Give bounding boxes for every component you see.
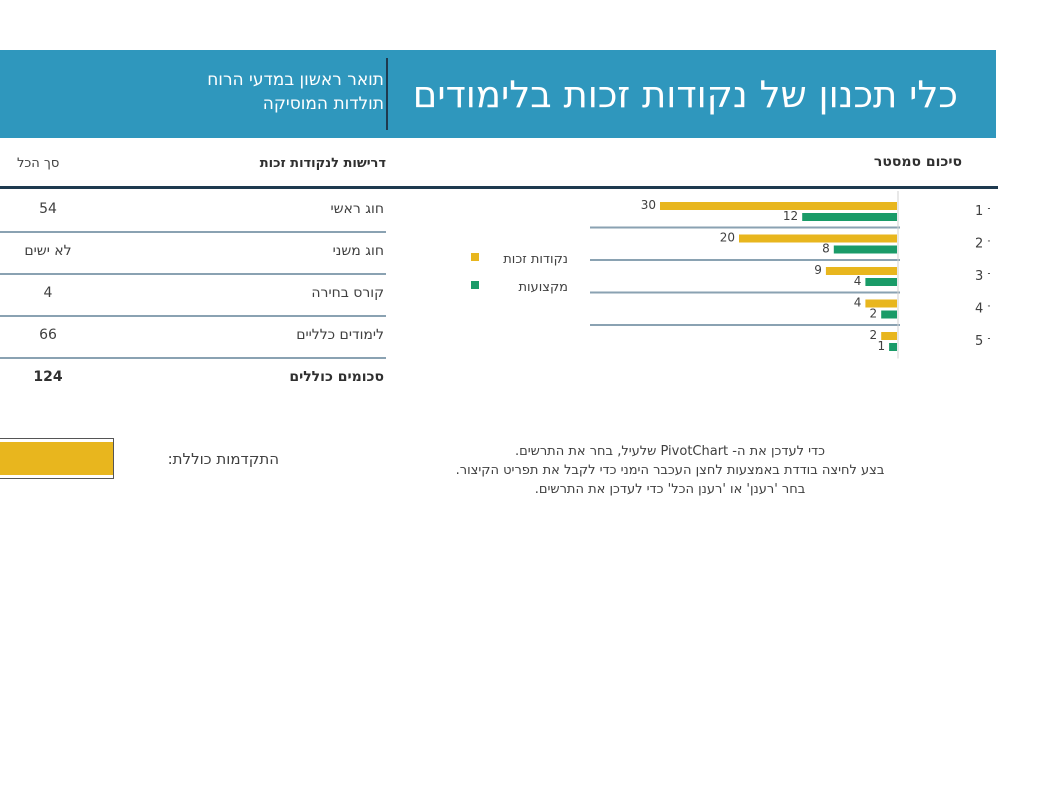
requirement-value: 4 [43,285,53,301]
degree-info: תואר ראשון במדעי הרוח תולדות המוסיקה [164,68,384,116]
requirement-label: חוג ראשי [330,201,385,217]
requirements-heading: דרישות לנקודות זכות [259,156,386,171]
instruction-line: בצע לחיצה בודדת באמצעות לחצן העכבר הימני… [455,463,885,478]
bar-data-label: 30 [641,198,656,212]
legend-label: מקצועות [518,280,568,295]
legend-label: נקודות זכות [503,252,568,267]
total-value: 124 [33,369,63,385]
bar-data-label: 8 [822,242,830,256]
instruction-line: בחר 'רענן' או 'רענן הכל' כדי לעדכן את הת… [534,482,806,497]
bar-data-label: 12 [783,209,798,223]
requirement-row[interactable]: קורס בחירה 4 [0,273,386,317]
category-label: סמסטר 2 [975,237,990,252]
credits-bar [881,332,897,340]
category-label: סמסטר 1 [975,204,990,219]
category-label: סמסטר 5 [975,334,990,349]
credits-bar [739,234,897,243]
bar-data-label: 2 [870,328,878,342]
legend-swatch [471,281,479,289]
requirement-label: קורס בחירה [311,285,384,301]
majors-bar [889,343,897,351]
category-label: סמסטר 3 [975,269,990,284]
bar-data-label: 9 [814,263,822,277]
majors-bar [865,278,897,286]
bar-data-label: 1 [877,339,885,353]
legend-swatch [471,253,479,261]
overall-progress-label: התקדמות כוללת: [167,450,279,468]
bar-data-label: 20 [720,231,735,245]
semester-summary-heading: סיכום סמסטר [873,154,962,170]
degree-major: תולדות המוסיקה [262,94,384,114]
credits-bar [865,299,897,308]
requirement-label: לימודים כלליים [296,327,384,343]
total-column-heading: סך הכל [17,156,60,171]
progress-fill [0,442,113,475]
title-banner [0,50,996,138]
majors-bar [833,245,897,254]
requirement-value: 54 [39,201,57,217]
page-title: כלי תכנון של נקודות זכות בלימודים [412,73,958,116]
requirement-row[interactable]: חוג משני לא ישים [0,231,386,275]
semester-pivot-chart[interactable]: סמסטר 13012סמסטר 2208סמסטר 394סמסטר 442ס… [560,188,990,363]
banner-divider [386,58,388,130]
requirement-value: 66 [39,327,57,343]
credits-bar [660,202,897,210]
category-label: סמסטר 4 [975,302,990,317]
degree-name: תואר ראשון במדעי הרוח [207,70,384,90]
chart-legend: נקודות זכות מקצועות [471,252,568,295]
bar-data-label: 4 [854,274,862,288]
credits-bar [825,267,897,275]
instruction-line: כדי לעדכן את ה- PivotChart שלעיל, בחר את… [514,444,826,459]
overall-progress-bar [0,438,114,479]
majors-bar [802,213,897,221]
bar-data-label: 4 [854,296,862,310]
requirement-row[interactable]: חוג ראשי 54 [0,189,386,233]
requirement-value: לא ישים [24,243,72,259]
requirements-total-row[interactable]: סכומים כוללים 124 [0,357,386,399]
majors-bar [881,310,897,319]
header-divider [0,186,998,189]
requirement-label: חוג משני [332,243,384,259]
chart-instructions: כדי לעדכן את ה- PivotChart שלעיל, בחר את… [380,442,960,499]
total-label: סכומים כוללים [289,369,384,385]
bar-data-label: 2 [870,307,878,321]
requirement-row[interactable]: לימודים כלליים 66 [0,315,386,359]
